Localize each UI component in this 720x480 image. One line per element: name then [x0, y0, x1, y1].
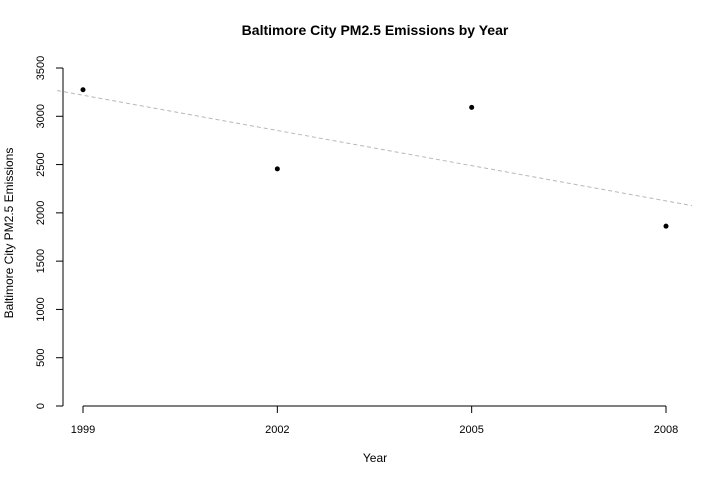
y-tick-label: 500 — [35, 349, 47, 367]
data-point — [80, 87, 86, 93]
y-tick-label: 3500 — [35, 56, 47, 80]
x-axis-label: Year — [363, 451, 387, 465]
x-tick-label: 2008 — [654, 424, 678, 436]
y-tick-label: 2500 — [35, 152, 47, 176]
data-point — [663, 223, 669, 229]
data-point — [469, 104, 475, 110]
y-axis-label: Baltimore City PM2.5 Emissions — [2, 148, 16, 319]
y-tick-label: 0 — [35, 403, 47, 409]
data-point — [274, 166, 280, 172]
plot-area — [56, 87, 693, 229]
y-tick-label: 2000 — [35, 201, 47, 225]
y-axis: 0 500 1000 1500 2000 2500 3000 3500 — [35, 56, 64, 409]
x-tick-label: 2005 — [459, 424, 483, 436]
x-tick-label: 1999 — [71, 424, 95, 436]
trend-line — [56, 90, 693, 207]
x-axis: 1999 2002 2005 2008 — [71, 405, 678, 436]
chart-title: Baltimore City PM2.5 Emissions by Year — [242, 22, 509, 38]
x-tick-label: 2002 — [265, 424, 289, 436]
y-tick-label: 1000 — [35, 297, 47, 321]
y-tick-label: 1500 — [35, 249, 47, 273]
y-tick-label: 3000 — [35, 104, 47, 128]
